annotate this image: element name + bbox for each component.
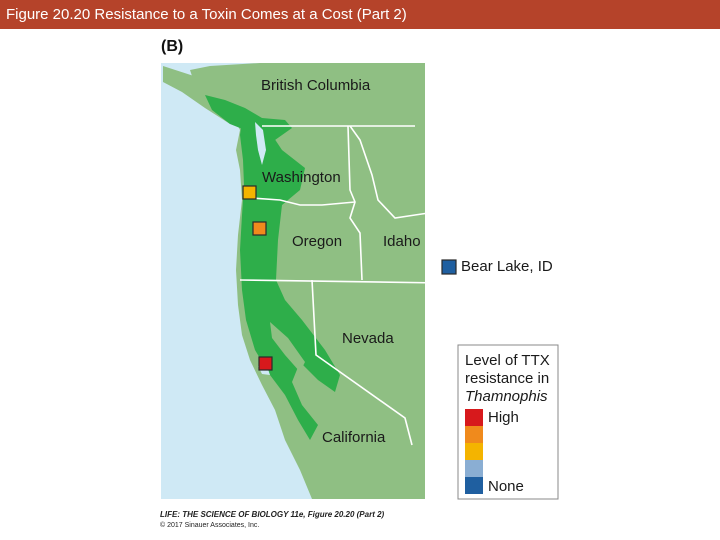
panel-label: (B) (161, 38, 184, 55)
label-british-columbia: British Columbia (261, 77, 371, 94)
legend-swatch-high (465, 409, 483, 426)
credit-line-2: © 2017 Sinauer Associates, Inc. (160, 522, 260, 529)
bear-lake-label: Bear Lake, ID (461, 258, 553, 275)
site-marker-washington (242, 185, 257, 200)
site-markers (242, 185, 457, 371)
legend-swatch-4 (465, 460, 483, 477)
label-idaho: Idaho (383, 233, 421, 250)
site-marker-california (258, 356, 273, 371)
legend-swatches (465, 409, 483, 494)
credit-line-1: LIFE: THE SCIENCE OF BIOLOGY 11e, Figure… (160, 510, 385, 519)
legend-swatch-2 (465, 426, 483, 443)
site-marker-oregon (252, 221, 267, 236)
central-valley (270, 322, 305, 372)
label-nevada: Nevada (342, 330, 394, 347)
label-oregon: Oregon (292, 233, 342, 250)
bear-lake-label-bg (458, 256, 558, 278)
label-california: California (322, 429, 386, 446)
legend-high-label: High (488, 409, 519, 426)
puget-sound (255, 122, 266, 165)
slide-title: Figure 20.20 Resistance to a Toxin Comes… (6, 6, 407, 23)
legend-title-line3: Thamnophis (465, 388, 548, 405)
snake-range-north (205, 95, 292, 140)
legend-title-line2: resistance in (465, 370, 549, 387)
state-borders (239, 125, 443, 446)
label-washington: Washington (262, 169, 341, 186)
legend-swatch-none (465, 477, 483, 494)
legend-swatch-3 (465, 443, 483, 460)
slide-header: Figure 20.20 Resistance to a Toxin Comes… (0, 0, 720, 29)
legend-none-label: None (488, 478, 524, 495)
site-marker-bear-lake (441, 259, 457, 275)
legend-title-line1: Level of TTX (465, 352, 550, 369)
